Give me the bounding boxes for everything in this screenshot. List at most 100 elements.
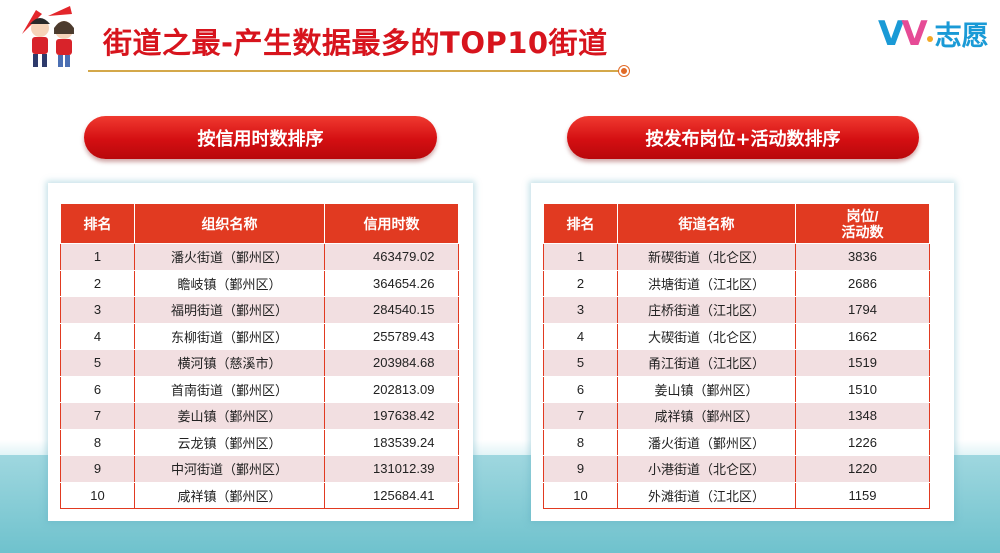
brand-logo: VV 志愿	[878, 14, 989, 54]
name-cell: 瞻岐镇（鄞州区）	[134, 269, 325, 297]
value-cell: 131012.39	[324, 455, 459, 483]
table-row: 3 庄桥街道（江北区） 1794	[543, 296, 930, 324]
name-cell: 潘火街道（鄞州区）	[134, 243, 325, 271]
table-row: 9 中河街道（鄞州区） 131012.39	[60, 455, 459, 483]
column-header-posts-line1: 岗位/	[846, 207, 879, 224]
credit-hours-panel: 排名 组织名称 信用时数 1 潘火街道（鄞州区） 463479.02 2 瞻岐镇（鄞州…	[48, 183, 473, 521]
table-header-row: 排名 街道名称 岗位/活动数	[543, 203, 930, 244]
name-cell: 咸祥镇（鄞州区）	[617, 402, 796, 430]
rank-cell: 6	[543, 375, 618, 403]
rank-cell: 6	[60, 375, 135, 403]
rank-cell: 2	[543, 269, 618, 297]
rank-cell: 10	[60, 481, 135, 509]
rank-cell: 5	[543, 349, 618, 377]
name-cell: 小港街道（北仑区）	[617, 455, 796, 483]
column-header-rank: 排名	[543, 203, 618, 244]
rank-cell: 4	[60, 322, 135, 350]
value-cell: 1226	[795, 428, 930, 456]
page-title: 街道之最-产生数据最多的TOP10街道	[103, 26, 608, 60]
name-cell: 东柳街道（鄞州区）	[134, 322, 325, 350]
table-row: 8 潘火街道（鄞州区） 1226	[543, 428, 930, 456]
value-cell: 1794	[795, 296, 930, 324]
table-row: 10 咸祥镇（鄞州区） 125684.41	[60, 481, 459, 509]
name-cell: 大碶街道（北仑区）	[617, 322, 796, 350]
value-cell: 203984.68	[324, 349, 459, 377]
value-cell: 2686	[795, 269, 930, 297]
rank-cell: 10	[543, 481, 618, 509]
name-cell: 洪塘街道（江北区）	[617, 269, 796, 297]
table-row: 2 洪塘街道（江北区） 2686	[543, 269, 930, 297]
value-cell: 125684.41	[324, 481, 459, 509]
table-row: 6 姜山镇（鄞州区） 1510	[543, 375, 930, 403]
rank-cell: 9	[543, 455, 618, 483]
sort-by-posts-activities-label: 按发布岗位+活动数排序	[567, 116, 919, 159]
value-cell: 1510	[795, 375, 930, 403]
value-cell: 3836	[795, 243, 930, 271]
value-cell: 183539.24	[324, 428, 459, 456]
name-cell: 庄桥街道（江北区）	[617, 296, 796, 324]
value-cell: 1348	[795, 402, 930, 430]
name-cell: 外滩街道（江北区）	[617, 481, 796, 509]
table-row: 5 甬江街道（江北区） 1519	[543, 349, 930, 377]
table-row: 10 外滩街道（江北区） 1159	[543, 481, 930, 509]
rank-cell: 9	[60, 455, 135, 483]
rank-cell: 1	[60, 243, 135, 271]
name-cell: 咸祥镇（鄞州区）	[134, 481, 325, 509]
posts-activities-table: 排名 街道名称 岗位/活动数 1 新碶街道（北仑区） 3836 2 洪塘街道（江北区）…	[543, 203, 930, 509]
title-underline-dot	[619, 66, 629, 76]
column-header-street-name: 街道名称	[617, 203, 796, 244]
table-header-row: 排名 组织名称 信用时数	[60, 203, 459, 244]
name-cell: 姜山镇（鄞州区）	[617, 375, 796, 403]
table-row: 9 小港街道（北仑区） 1220	[543, 455, 930, 483]
name-cell: 福明街道（鄞州区）	[134, 296, 325, 324]
table-row: 3 福明街道（鄞州区） 284540.15	[60, 296, 459, 324]
column-header-posts-line2: 活动数	[841, 223, 884, 240]
rank-cell: 7	[60, 402, 135, 430]
value-cell: 1220	[795, 455, 930, 483]
name-cell: 云龙镇（鄞州区）	[134, 428, 325, 456]
table-row: 7 姜山镇（鄞州区） 197638.42	[60, 402, 459, 430]
rank-cell: 5	[60, 349, 135, 377]
column-header-rank: 排名	[60, 203, 135, 244]
name-cell: 潘火街道（鄞州区）	[617, 428, 796, 456]
table-row: 1 新碶街道（北仑区） 3836	[543, 243, 930, 271]
rank-cell: 7	[543, 402, 618, 430]
rank-cell: 3	[60, 296, 135, 324]
column-header-org-name: 组织名称	[134, 203, 325, 244]
column-header-posts-activities: 岗位/活动数	[795, 203, 930, 244]
name-cell: 甬江街道（江北区）	[617, 349, 796, 377]
value-cell: 1662	[795, 322, 930, 350]
volunteer-mascot-icon	[22, 6, 74, 67]
table-row: 5 横河镇（慈溪市） 203984.68	[60, 349, 459, 377]
table-row: 2 瞻岐镇（鄞州区） 364654.26	[60, 269, 459, 297]
rank-cell: 8	[60, 428, 135, 456]
value-cell: 1159	[795, 481, 930, 509]
value-cell: 463479.02	[324, 243, 459, 271]
value-cell: 202813.09	[324, 375, 459, 403]
rank-cell: 1	[543, 243, 618, 271]
value-cell: 255789.43	[324, 322, 459, 350]
sort-by-credit-hours-label: 按信用时数排序	[84, 116, 437, 159]
value-cell: 284540.15	[324, 296, 459, 324]
credit-hours-table: 排名 组织名称 信用时数 1 潘火街道（鄞州区） 463479.02 2 瞻岐镇（鄞州…	[60, 203, 459, 509]
column-header-credit-hours: 信用时数	[324, 203, 459, 244]
table-row: 4 东柳街道（鄞州区） 255789.43	[60, 322, 459, 350]
name-cell: 横河镇（慈溪市）	[134, 349, 325, 377]
rank-cell: 4	[543, 322, 618, 350]
name-cell: 新碶街道（北仑区）	[617, 243, 796, 271]
table-row: 8 云龙镇（鄞州区） 183539.24	[60, 428, 459, 456]
name-cell: 首南街道（鄞州区）	[134, 375, 325, 403]
table-row: 7 咸祥镇（鄞州区） 1348	[543, 402, 930, 430]
name-cell: 姜山镇（鄞州区）	[134, 402, 325, 430]
name-cell: 中河街道（鄞州区）	[134, 455, 325, 483]
table-row: 6 首南街道（鄞州区） 202813.09	[60, 375, 459, 403]
posts-activities-panel: 排名 街道名称 岗位/活动数 1 新碶街道（北仑区） 3836 2 洪塘街道（江北区）…	[531, 183, 954, 521]
title-underline	[88, 70, 624, 72]
rank-cell: 2	[60, 269, 135, 297]
rank-cell: 3	[543, 296, 618, 324]
value-cell: 197638.42	[324, 402, 459, 430]
value-cell: 1519	[795, 349, 930, 377]
table-row: 4 大碶街道（北仑区） 1662	[543, 322, 930, 350]
value-cell: 364654.26	[324, 269, 459, 297]
table-row: 1 潘火街道（鄞州区） 463479.02	[60, 243, 459, 271]
